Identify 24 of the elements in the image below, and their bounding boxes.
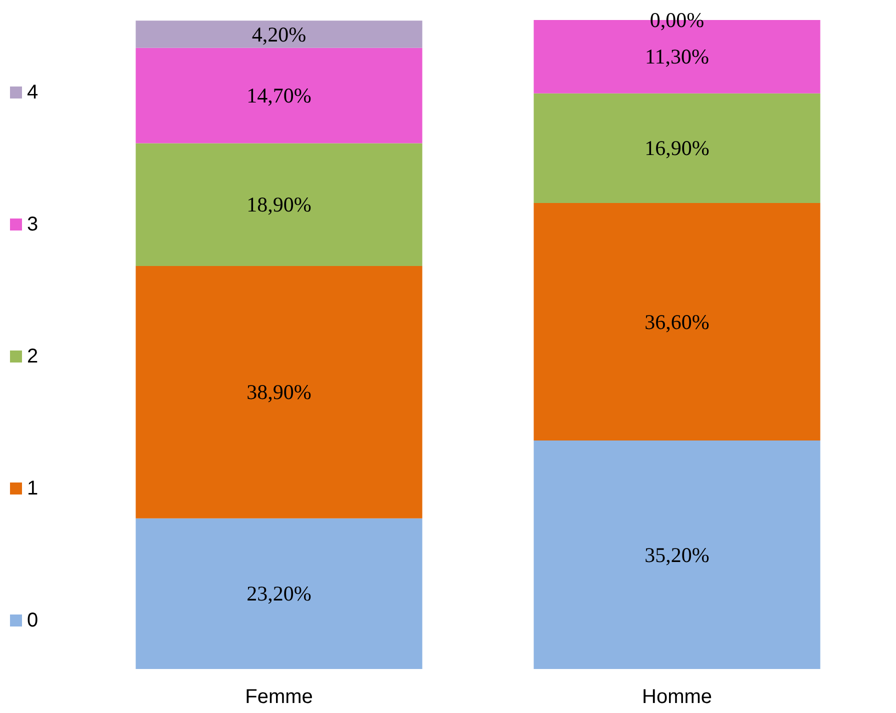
data-label: 35,20%	[644, 542, 710, 567]
bar	[534, 93, 820, 204]
data-label: 14,70%	[246, 84, 312, 108]
legend-label: 4	[27, 82, 38, 104]
data-label: 4,20%	[252, 22, 306, 46]
bar	[136, 266, 422, 518]
bar	[534, 440, 820, 669]
legend-label: 1	[27, 478, 38, 500]
data-label: 36,60%	[644, 310, 710, 334]
data-label: 38,90%	[246, 380, 312, 404]
bar	[136, 20, 422, 48]
x-tick-label: Homme	[642, 686, 712, 708]
legend-label: 2	[27, 346, 38, 368]
bar	[136, 48, 422, 144]
data-label: 18,90%	[246, 192, 312, 217]
bar	[136, 143, 422, 266]
bar	[136, 518, 422, 669]
data-label: 23,20%	[246, 582, 312, 606]
x-tick-label: Femme	[245, 686, 313, 708]
data-label: 16,90%	[644, 136, 710, 160]
legend-label: 3	[27, 214, 38, 236]
bar	[534, 203, 820, 441]
data-label: 11,30%	[645, 44, 709, 69]
legend-label: 0	[27, 610, 38, 632]
